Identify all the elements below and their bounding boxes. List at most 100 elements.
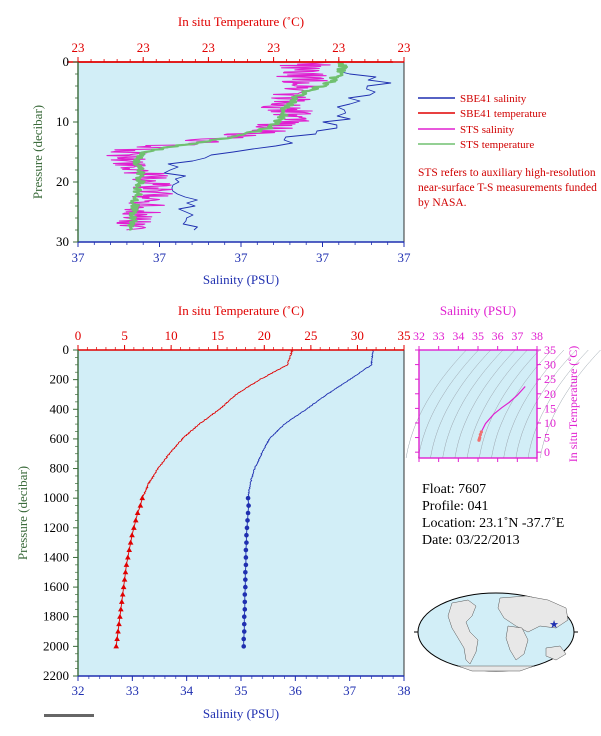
main-chart: 0200400600800100012001400160018002000220… <box>15 303 411 721</box>
main-y-tick-label: 2000 <box>43 638 69 653</box>
main-y-tick-label: 600 <box>50 431 70 446</box>
main-series-salinity-point <box>242 592 248 597</box>
top-x-bottom-tick-label: 37 <box>316 250 330 265</box>
legend-label-sts-salinity: STS salinity <box>460 124 515 136</box>
main-series-salinity-point <box>243 569 248 575</box>
ts-density-contour <box>527 349 589 459</box>
main-series-temperature-point <box>117 613 123 619</box>
ts-density-contour <box>405 349 467 459</box>
top-y-tick-label: 30 <box>56 234 69 249</box>
ts-density-contour <box>491 349 552 459</box>
main-y-tick-label: 1800 <box>43 609 69 624</box>
ts-x-tick-label: 38 <box>531 329 543 343</box>
ts-y-tick-label: 25 <box>544 372 556 386</box>
map-landmass-africa <box>505 625 529 661</box>
main-series-temperature-point <box>126 547 133 553</box>
main-series-salinity-point <box>241 636 247 642</box>
main-series-temperature-point <box>116 621 122 627</box>
float-id: Float: 7607 <box>422 482 487 497</box>
legend-label-sbe41-salinity: SBE41 salinity <box>460 93 527 105</box>
main-x-top-tick-label: 25 <box>304 328 317 343</box>
main-series-temperature-point <box>121 576 128 582</box>
main-y-tick-label: 1000 <box>43 490 69 505</box>
main-y-tick-label: 2200 <box>43 668 69 683</box>
ts-y-tick-label: 35 <box>544 343 556 357</box>
main-series-temperature-point <box>119 591 126 597</box>
main-series-temperature-point <box>131 524 137 530</box>
ts-density-contour <box>418 349 479 459</box>
ts-x-axis-title: Salinity (PSU) <box>440 303 516 318</box>
top-x-top-tick-label: 23 <box>202 40 215 55</box>
ts-y-tick-label: 0 <box>544 445 550 459</box>
main-x-top-tick-label: 0 <box>75 328 82 343</box>
legend-label-sbe41-temperature: SBE41 temperature <box>460 108 547 120</box>
main-series-salinity-point <box>242 599 248 605</box>
ts-density-contour <box>503 349 565 459</box>
top-x-top-tick-label: 23 <box>332 40 345 55</box>
main-series-temperature-point <box>115 628 121 634</box>
ts-x-tick-label: 35 <box>472 329 484 343</box>
ts-density-contour <box>515 349 577 459</box>
top-x-top-tick-label: 23 <box>398 40 411 55</box>
main-series-salinity-point <box>246 503 251 508</box>
top-x-bottom-tick-label: 37 <box>398 250 412 265</box>
main-y-tick-label: 200 <box>50 372 70 387</box>
main-series-temperature-point <box>114 635 120 641</box>
top-series-sts-salinity <box>106 61 331 231</box>
profile-id: Profile: 041 <box>422 499 489 514</box>
main-series-temperature-point <box>120 584 127 590</box>
main-y-tick-label: 1400 <box>43 549 69 564</box>
main-x-bottom-tick-label: 34 <box>180 683 194 698</box>
top-chart-y-axis-title: Pressure (decibar) <box>30 105 45 199</box>
main-series-temperature-point <box>122 569 129 575</box>
legend-label-sts-temperature: STS temperature <box>460 139 534 151</box>
main-x-bottom-tick-label: 33 <box>126 683 139 698</box>
ts-y-tick-label: 5 <box>544 431 550 445</box>
main-series-salinity-point <box>244 525 250 531</box>
legend-note: STS refers to auxiliary high-resolution … <box>418 167 597 209</box>
top-y-tick-label: 0 <box>63 54 70 69</box>
ts-density-contour <box>479 349 540 459</box>
ts-y-axis-title: In situ Temperature (˚C) <box>566 346 580 463</box>
main-series-temperature-point <box>139 495 146 501</box>
ts-density-contours <box>405 349 601 459</box>
main-series-temperature-point <box>134 510 141 515</box>
ts-density-contour <box>430 349 491 459</box>
main-chart-y-axis-title: Pressure (decibar) <box>15 466 30 560</box>
top-chart-bottom-axis-title: Salinity (PSU) <box>203 272 279 287</box>
main-y-tick-label: 1600 <box>43 579 69 594</box>
ts-y-tick-label: 10 <box>544 416 556 430</box>
map-landmass-americas <box>447 599 479 665</box>
main-y-tick-label: 0 <box>63 342 70 357</box>
map-landmass-antarctica <box>457 665 535 672</box>
main-series-temperature-point <box>129 532 135 538</box>
ts-density-contour <box>466 349 528 459</box>
main-y-tick-label: 400 <box>50 401 70 416</box>
location: Location: 23.1˚N -37.7˚E <box>422 516 565 531</box>
ts-x-tick-label: 32 <box>413 329 425 343</box>
main-x-bottom-tick-label: 36 <box>289 683 303 698</box>
main-series-salinity-point <box>245 510 251 516</box>
main-series-temperature-point <box>127 539 134 545</box>
main-series-salinity-point <box>243 555 249 560</box>
main-series-temperature-point <box>137 502 144 508</box>
main-series-salinity-point <box>241 614 247 620</box>
top-series-sbe41-salinity <box>163 64 392 231</box>
top-y-tick-label: 20 <box>56 174 69 189</box>
ts-x-tick-label: 36 <box>492 329 504 343</box>
main-x-top-tick-label: 5 <box>121 328 128 343</box>
main-series-salinity-point <box>241 629 247 634</box>
top-x-bottom-tick-label: 37 <box>235 250 249 265</box>
main-series-salinity-point <box>241 644 247 649</box>
ts-series-group <box>477 386 526 442</box>
top-x-top-tick-label: 23 <box>267 40 280 55</box>
ts-density-contour <box>540 349 601 459</box>
main-series-temperature-point <box>123 561 130 567</box>
main-ticks-group: 0200400600800100012001400160018002000220… <box>43 328 411 698</box>
main-series-salinity-point <box>244 532 249 538</box>
float-location-star-icon: ★ <box>549 619 559 631</box>
top-series-sts-temperature <box>127 61 348 231</box>
main-series-temperature-point <box>118 606 124 612</box>
